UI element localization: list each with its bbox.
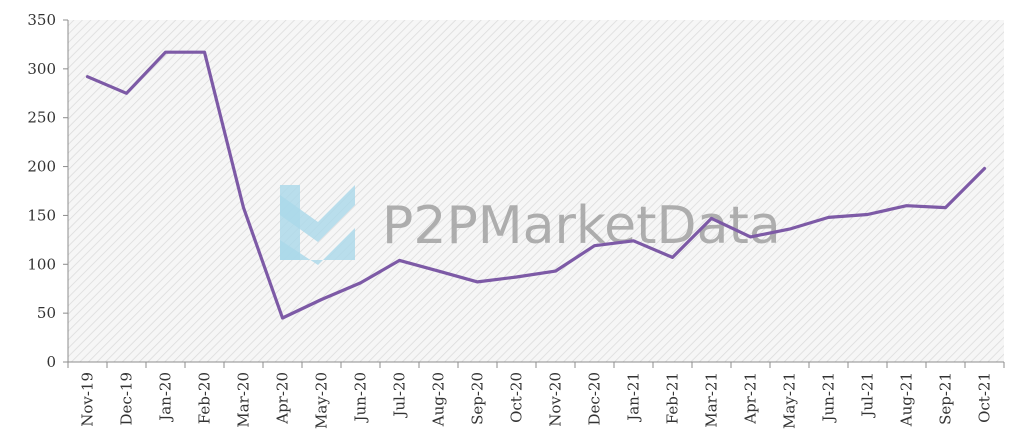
data-point <box>476 280 479 284</box>
y-tick-label: 50 <box>37 304 56 322</box>
series-layer <box>85 50 987 320</box>
x-tick-label: Mar-21 <box>703 372 721 428</box>
data-point <box>125 92 128 95</box>
data-point <box>749 235 752 239</box>
data-point <box>593 244 596 247</box>
x-tick-label: Jan-21 <box>625 372 643 423</box>
y-tick-label: 0 <box>46 353 56 371</box>
x-tick-label: Feb-21 <box>664 372 682 424</box>
data-point <box>788 227 791 231</box>
y-tick-label: 250 <box>27 109 56 127</box>
x-tick-label: Nov-20 <box>547 372 565 427</box>
data-point <box>281 316 284 320</box>
data-point <box>86 75 89 78</box>
x-tick-label: May-21 <box>781 372 799 429</box>
x-tick-label: May-20 <box>313 372 331 429</box>
y-tick-label: 350 <box>27 11 56 29</box>
data-point <box>632 239 635 243</box>
plot-area <box>68 20 1004 362</box>
data-point <box>554 269 557 273</box>
data-point <box>437 269 440 273</box>
x-tick-label: Dec-19 <box>118 372 136 425</box>
data-point <box>905 204 908 207</box>
x-axis: Nov-19 Dec-19 Jan-20 Feb-20 Mar-20 Apr-20 May-… <box>67 361 1005 429</box>
x-tick-label: Sep-20 <box>469 372 487 425</box>
y-axis: 0 50 100 150 200 250 300 350 <box>27 11 69 371</box>
y-tick-label: 100 <box>27 255 56 273</box>
x-tick-label: Jul-20 <box>391 372 409 419</box>
x-tick-label: Jun-21 <box>820 372 838 424</box>
data-point <box>203 51 206 54</box>
x-tick-label: Oct-21 <box>976 372 994 423</box>
data-point <box>359 281 362 285</box>
x-tick-label: Dec-20 <box>586 372 604 425</box>
y-tick-label: 300 <box>27 60 56 78</box>
watermark-text: P2PMarketData <box>382 196 781 256</box>
series-line <box>85 50 987 320</box>
data-point <box>164 51 167 54</box>
x-tick-label: Aug-20 <box>430 372 448 427</box>
x-tick-label: Jan-20 <box>157 372 175 423</box>
data-point <box>710 217 713 220</box>
x-tick-label: Jun-20 <box>352 372 370 424</box>
x-tick-label: Mar-20 <box>235 372 253 428</box>
x-tick-label: Sep-21 <box>937 372 955 425</box>
y-tick-label: 150 <box>27 206 56 224</box>
x-tick-label: Feb-20 <box>196 372 214 424</box>
watermark-logo-icon <box>280 185 355 265</box>
data-point <box>671 256 674 259</box>
x-tick-label: Jul-21 <box>859 372 877 419</box>
data-point <box>515 275 518 279</box>
data-point <box>827 216 830 219</box>
x-tick-label: Apr-20 <box>274 372 292 425</box>
watermark: P2PMarketData <box>280 185 781 265</box>
data-point <box>398 259 401 262</box>
data-point <box>242 206 245 209</box>
x-tick-label: Nov-19 <box>79 372 97 427</box>
x-tick-label: Oct-20 <box>508 372 526 423</box>
data-point <box>944 206 947 209</box>
x-tick-label: Aug-21 <box>898 372 916 427</box>
data-point <box>320 298 323 301</box>
data-point <box>983 167 986 170</box>
x-tick-label: Apr-21 <box>742 372 760 425</box>
y-tick-label: 200 <box>27 158 56 176</box>
data-point <box>866 213 869 216</box>
